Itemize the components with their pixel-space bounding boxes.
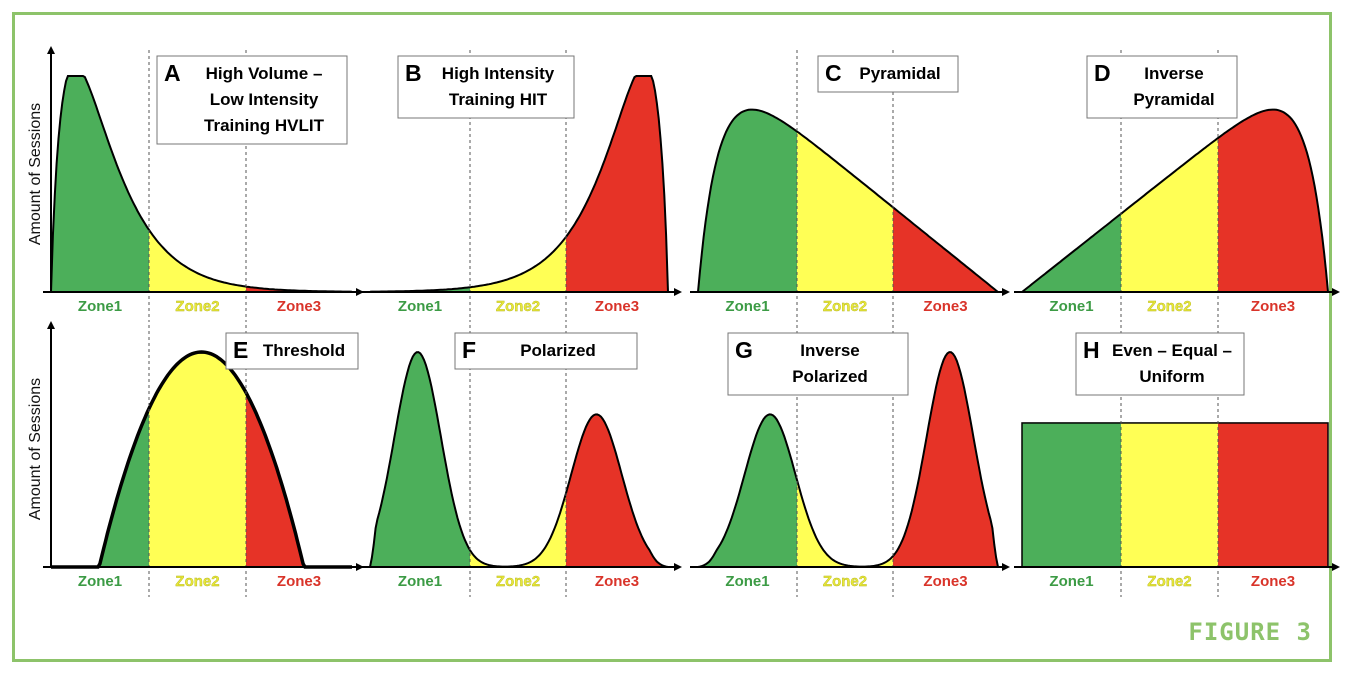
panel-h-zone2-area xyxy=(1121,422,1218,567)
y-axis-label: Amount of Sessions xyxy=(27,103,44,245)
panel-f-zone1-area xyxy=(370,352,470,567)
panel-d: Zone1 Zone2 Zone3 D Inverse Pyramidal xyxy=(1014,50,1340,322)
panel-e-zone2-label: Zone2 xyxy=(175,573,219,590)
x-axis-arrow xyxy=(1332,563,1340,571)
panel-f-curve xyxy=(369,351,669,568)
panel-h: Zone1 Zone2 Zone3 H Even – Equal – Uniform xyxy=(1014,325,1340,597)
x-axis-arrow xyxy=(1002,563,1010,571)
panel-f-zone1-label: Zone1 xyxy=(398,573,442,590)
panel-c-title-line: Pyramidal xyxy=(859,64,940,83)
panel-b-zone1-label: Zone1 xyxy=(398,298,442,315)
panel-h-zone3-area xyxy=(1218,422,1328,567)
panel-c-zone2-area xyxy=(797,109,893,292)
panel-d-curve xyxy=(1021,108,1329,293)
panel-c-zone3-area xyxy=(893,109,998,292)
panel-g-title-line: Polarized xyxy=(792,367,868,386)
panel-h-zone3-label: Zone3 xyxy=(1251,573,1295,590)
panel-e-title-line: Threshold xyxy=(263,341,345,360)
panel-f-letter: F xyxy=(462,337,476,363)
panel-e-zone3-area xyxy=(246,352,352,567)
panel-c: Zone1 Zone2 Zone3 C Pyramidal xyxy=(690,50,1010,322)
panel-d-zone1-label: Zone1 xyxy=(1049,298,1093,315)
panel-h-letter: H xyxy=(1083,337,1100,363)
x-axis-arrow xyxy=(356,563,364,571)
panel-a-zone3-label: Zone3 xyxy=(277,298,321,315)
panel-b-zone3-area xyxy=(566,76,668,292)
panel-e-letter: E xyxy=(233,337,248,363)
panel-c-letter: C xyxy=(825,60,842,86)
panel-h-title-box xyxy=(1075,332,1245,396)
panel-b-curve xyxy=(369,75,669,293)
panel-d-zone2-label: Zone2 xyxy=(1147,298,1191,315)
panel-c-zone3-label: Zone3 xyxy=(923,298,967,315)
panel-b-letter: B xyxy=(405,60,422,86)
panel-e-zone1-area xyxy=(51,352,149,567)
panel-e-title-box xyxy=(225,332,359,370)
panel-f-title-box xyxy=(454,332,638,370)
panel-e-zone1-label: Zone1 xyxy=(78,573,122,590)
x-axis-arrow xyxy=(674,563,682,571)
panel-f-zone3-label: Zone3 xyxy=(595,573,639,590)
panel-g: Zone1 Zone2 Zone3 G Inverse Polarized xyxy=(690,325,1010,597)
panel-g-zone1-label: Zone1 xyxy=(725,573,769,590)
panel-a-letter: A xyxy=(164,60,181,86)
panel-a-title-box xyxy=(156,55,348,145)
panel-f: Zone1 Zone2 Zone3 F Polarized xyxy=(362,325,682,597)
panel-d-title-line: Inverse xyxy=(1144,64,1204,83)
panel-g-curve xyxy=(697,351,999,568)
panel-e-zone2-area xyxy=(149,352,246,567)
panel-a-zone1-label: Zone1 xyxy=(78,298,122,315)
panel-g-letter: G xyxy=(735,337,753,363)
panel-a-title-line: High Volume – xyxy=(206,64,323,83)
panel-b-title-line: High Intensity xyxy=(442,64,555,83)
panel-b: Zone1 Zone2 Zone3 B High Intensity Training H… xyxy=(362,50,682,322)
panel-d-letter: D xyxy=(1094,60,1111,86)
panel-a-curve xyxy=(50,75,353,293)
panel-h-zone1-label: Zone1 xyxy=(1049,573,1093,590)
panel-h-title-line: Uniform xyxy=(1139,367,1204,386)
panel-a-zone2-label: Zone2 xyxy=(175,298,219,315)
panel-b-title-line: Training HIT xyxy=(449,90,548,109)
panel-b-zone3-label: Zone3 xyxy=(595,298,639,315)
panel-g-zone3-area xyxy=(893,352,998,567)
panel-d-zone3-label: Zone3 xyxy=(1251,298,1295,315)
panel-a-zone1-area xyxy=(51,76,149,292)
panel-b-zone2-label: Zone2 xyxy=(496,298,540,315)
panel-b-title-box xyxy=(397,55,575,119)
panel-d-title-line: Pyramidal xyxy=(1133,90,1214,109)
x-axis-arrow xyxy=(356,288,364,296)
panel-e-zone3-label: Zone3 xyxy=(277,573,321,590)
panel-a-title-line: Low Intensity xyxy=(210,90,319,109)
y-axis-arrow xyxy=(47,321,55,329)
panel-g-title-line: Inverse xyxy=(800,341,860,360)
panel-d-title-box xyxy=(1086,55,1238,119)
panel-e-curve xyxy=(51,350,352,569)
x-axis-arrow xyxy=(1332,288,1340,296)
panel-g-zone3-label: Zone3 xyxy=(923,573,967,590)
panel-c-title-box xyxy=(817,55,959,93)
panel-g-zone2-label: Zone2 xyxy=(823,573,867,590)
y-axis-label: Amount of Sessions xyxy=(27,378,44,520)
panel-a: Amount of Sessions Zone1 Zone2 Zone3 A High V… xyxy=(27,46,364,322)
panel-c-zone2-label: Zone2 xyxy=(823,298,867,315)
figure-label: FIGURE 3 xyxy=(1188,618,1312,646)
x-axis-arrow xyxy=(1002,288,1010,296)
panel-e: Amount of Sessions Zone1 Zone2 Zone3 E Thresh… xyxy=(27,321,364,597)
panel-g-title-box xyxy=(727,332,909,396)
panel-h-title-line: Even – Equal – xyxy=(1112,341,1232,360)
panel-h-zone1-area xyxy=(1022,422,1121,567)
panel-c-curve xyxy=(697,108,999,293)
panel-f-zone2-label: Zone2 xyxy=(496,573,540,590)
panel-c-zone1-label: Zone1 xyxy=(725,298,769,315)
panel-a-title-line: Training HVLIT xyxy=(204,116,325,135)
panel-f-title-line: Polarized xyxy=(520,341,596,360)
panel-h-zone2-label: Zone2 xyxy=(1147,573,1191,590)
x-axis-arrow xyxy=(674,288,682,296)
figure-border xyxy=(12,12,1332,662)
y-axis-arrow xyxy=(47,46,55,54)
